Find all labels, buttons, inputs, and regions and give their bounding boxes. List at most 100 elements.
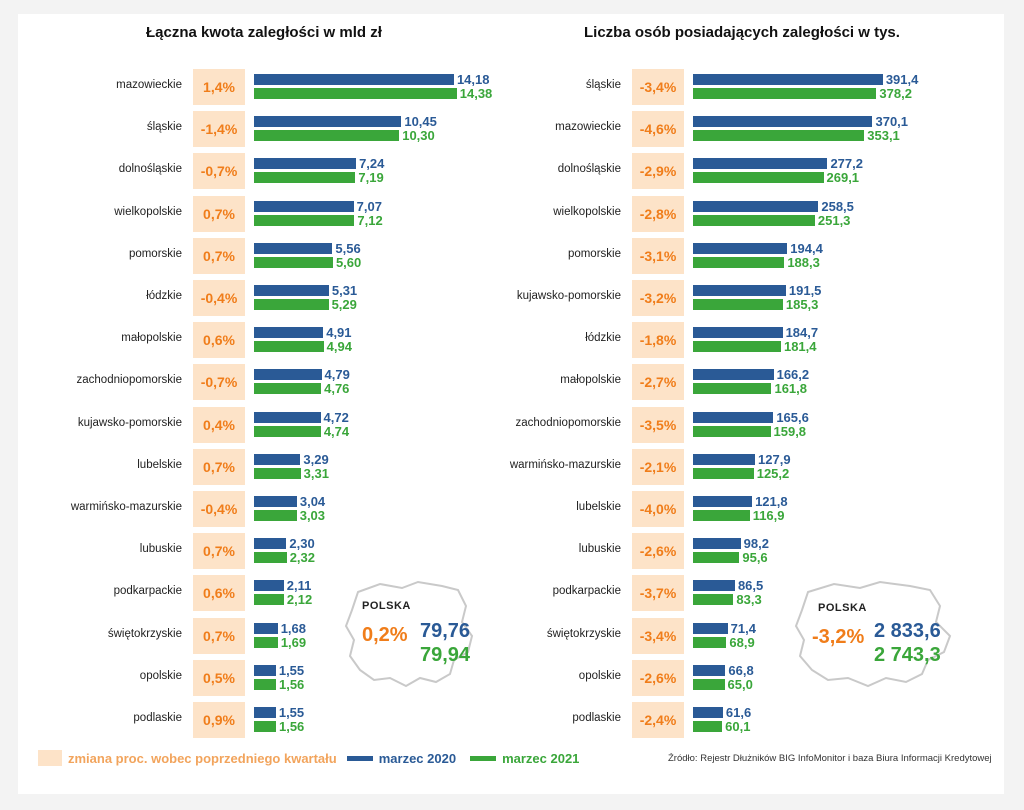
change-pct-box: 0,6% (193, 575, 245, 612)
value-label-2020: 14,18 (456, 72, 490, 87)
change-pct-box: 0,7% (193, 617, 245, 654)
category-label: pomorskie (128, 247, 182, 260)
bar-2021 (693, 721, 723, 732)
category-label: zachodniopomorskie (515, 416, 621, 429)
poland-label: POLSKA (362, 600, 411, 612)
left-chart-title: Łączna kwota zaległości w mld zł (146, 24, 382, 41)
legend-2020-label: marzec 2020 (378, 750, 457, 766)
value-label-2020: 1,55 (278, 705, 305, 720)
category-label: małopolskie (560, 374, 621, 387)
value-label-2021: 7,19 (358, 170, 384, 186)
category-label: świętokrzyskie (546, 627, 621, 640)
category-label: opolskie (139, 669, 182, 682)
change-pct-box: -0,7% (193, 364, 245, 401)
bar-2020 (254, 158, 357, 170)
value-label-2021: 251,3 (817, 212, 851, 228)
category-label: podkarpackie (552, 585, 621, 598)
category-label: łódzkie (146, 290, 182, 302)
category-label: świętokrzyskie (107, 627, 182, 640)
change-pct-box: 0,7% (193, 237, 245, 274)
value-label-2021: 65,0 (727, 676, 753, 692)
legend: zmiana proc. wobec poprzedniego kwartału… (38, 748, 579, 768)
bar-2020 (254, 622, 278, 634)
chart-panel (18, 14, 1004, 794)
bar-2021 (693, 383, 772, 395)
poland-summary-left: POLSKA 0,2% 79,76 79,94 (340, 578, 480, 698)
value-label-2020: 258,5 (821, 198, 854, 214)
change-pct-box: 0,9% (193, 702, 245, 738)
poland-total-2020: 79,76 (420, 620, 471, 642)
bar-2020 (254, 327, 324, 339)
value-label-2020: 4,72 (323, 409, 349, 425)
category-label: dolnośląskie (118, 163, 182, 176)
category-label: mazowieckie (116, 79, 182, 91)
value-label-2020: 2,11 (286, 578, 312, 594)
value-label-2021: 161,8 (774, 381, 808, 397)
change-pct-box: -1,8% (632, 322, 684, 359)
value-label-2021: 269,1 (826, 170, 860, 186)
value-label-2020: 5,56 (335, 240, 361, 256)
bar-2021 (693, 552, 740, 564)
value-label-2021: 116,9 (752, 508, 785, 523)
category-label: podkarpackie (113, 585, 182, 598)
poland-change-pct: 0,2% (362, 624, 408, 646)
bar-2021 (254, 130, 400, 142)
category-label: dolnośląskie (557, 163, 621, 176)
value-label-2020: 370,1 (875, 114, 909, 130)
bar-2021 (254, 172, 356, 184)
bar-2020 (254, 411, 321, 423)
value-label-2021: 5,29 (331, 297, 357, 312)
bar-2021 (254, 341, 324, 353)
category-label: kujawsko-pomorskie (516, 290, 621, 302)
value-label-2020: 5,31 (331, 283, 358, 298)
change-pct-box: -3,2% (632, 280, 684, 316)
value-label-2021: 188,3 (787, 254, 820, 270)
source-note: Źródło: Rejestr Dłużników BIG InfoMonito… (668, 753, 992, 764)
value-label-2021: 7,12 (357, 212, 383, 228)
change-pct-box: -2,6% (632, 659, 684, 696)
value-label-2021: 4,74 (323, 423, 350, 439)
bar-2020 (693, 411, 774, 423)
category-label: śląskie (146, 121, 182, 134)
bar-2020 (693, 496, 753, 507)
change-pct-box: -2,1% (632, 448, 684, 485)
category-label: łódzkie (585, 332, 621, 345)
value-label-2020: 2,30 (289, 536, 315, 552)
bar-2021 (254, 678, 276, 690)
category-label: lubuskie (139, 543, 182, 556)
category-label: małopolskie (121, 332, 182, 345)
value-label-2021: 1,69 (280, 634, 307, 650)
value-label-2020: 166,2 (776, 367, 810, 383)
bar-2020 (693, 242, 788, 254)
bar-2020 (254, 369, 322, 381)
value-label-2020: 7,07 (356, 198, 382, 214)
bar-2021 (254, 594, 284, 606)
value-label-2020: 71,4 (730, 620, 756, 636)
change-pct-box: 0,7% (193, 533, 245, 570)
value-label-2020: 4,79 (324, 367, 350, 383)
value-label-2021: 10,30 (402, 128, 435, 144)
right-chart-title: Liczba osób posiadających zaległości w t… (584, 24, 900, 41)
bar-2021 (254, 383, 322, 395)
value-label-2020: 10,45 (404, 114, 437, 130)
bar-2020 (693, 74, 883, 85)
value-label-2020: 191,5 (788, 283, 822, 298)
bar-2021 (254, 552, 287, 564)
change-pct-box: -3,5% (632, 406, 684, 443)
bar-2020 (693, 200, 819, 212)
bar-2020 (254, 707, 276, 718)
value-label-2020: 1,68 (280, 620, 306, 636)
value-label-2020: 1,55 (278, 662, 305, 678)
bar-2021 (693, 88, 877, 99)
change-pct-box: -2,6% (632, 533, 684, 570)
category-label: opolskie (578, 669, 621, 682)
bar-2020 (693, 664, 726, 676)
bar-2020 (254, 580, 284, 592)
poland-map-outline (344, 580, 474, 688)
bar-2021 (693, 172, 824, 184)
legend-2020-swatch (346, 755, 373, 761)
bar-2020 (254, 496, 297, 507)
bar-2020 (693, 369, 774, 381)
value-label-2020: 277,2 (830, 156, 863, 172)
category-label: zachodniopomorskie (76, 374, 182, 387)
